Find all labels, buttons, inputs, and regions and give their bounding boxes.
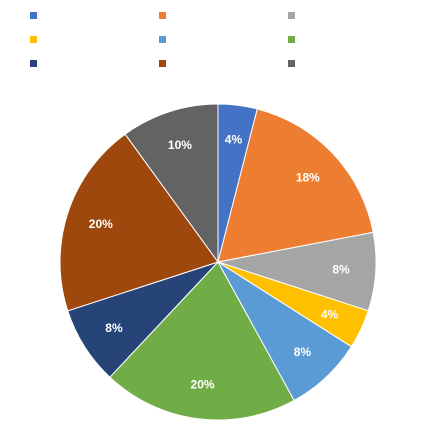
legend-swatch-6 [288,36,295,43]
legend-item-5 [159,36,172,43]
legend-swatch-4 [30,36,37,43]
pie-slice-6 [109,261,295,421]
pie-slice-8-data-label: 20% [89,217,113,231]
pie-slice-1-data-label: 4% [225,133,243,147]
pie-slice-3-data-label: 8% [332,263,350,277]
pie-slice-5-data-label: 8% [294,345,312,359]
legend-item-8 [159,60,172,67]
chart-legend [0,0,438,80]
legend-swatch-8 [159,60,166,67]
legend-swatch-1 [30,12,37,19]
legend-item-9 [288,60,301,67]
legend-item-6 [288,36,301,43]
legend-item-1 [30,12,43,19]
pie-slice-7-data-label: 8% [105,321,123,335]
legend-swatch-5 [159,36,166,43]
pie-slice-2 [217,108,374,263]
legend-item-7 [30,60,43,67]
pie-slice-4-data-label: 4% [321,307,339,321]
legend-swatch-2 [159,12,166,19]
pie-slice-6-data-label: 20% [191,377,215,391]
pie-slice-9 [124,103,219,264]
legend-swatch-3 [288,12,295,19]
legend-swatch-7 [30,60,37,67]
pie-slice-9-data-label: 10% [168,138,192,152]
pie-slice-8 [59,133,219,312]
pie-slice-2-data-label: 18% [296,171,320,185]
legend-item-3 [288,12,301,19]
legend-item-4 [30,36,43,43]
legend-item-2 [159,12,172,19]
legend-swatch-9 [288,60,295,67]
